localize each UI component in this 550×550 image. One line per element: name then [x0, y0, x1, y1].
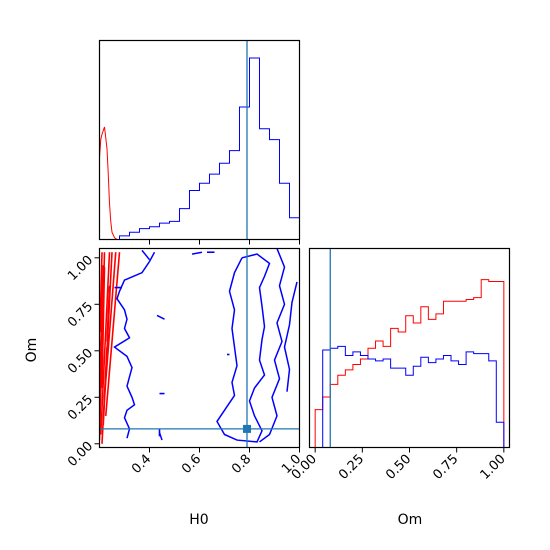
red-contour-line	[106, 285, 111, 342]
red-contour-line	[99, 265, 105, 333]
om-red-histogram	[314, 279, 505, 448]
blue-contour-segment	[156, 314, 165, 320]
h0-histogram-panel	[98, 39, 301, 245]
blue-contour-segment	[191, 251, 203, 255]
x-axis-label-h0: H0	[189, 512, 208, 528]
red-contour-line	[103, 252, 117, 398]
blue-contour-line	[259, 248, 286, 443]
blue-contour-line	[216, 253, 271, 443]
h0-om-contour-panel: 0.4 0.6 0.8 1.00.000.250.500.751.00 H0 Om	[24, 247, 304, 528]
h0-red-histogram	[99, 126, 120, 240]
x-axis-label-om: Om	[398, 512, 423, 528]
om-blue-histogram	[315, 345, 505, 448]
red-contour-line	[101, 267, 106, 389]
red-contour-line	[104, 252, 121, 416]
truth-marker	[243, 424, 251, 433]
red-contour-line	[99, 252, 111, 435]
y-axis-label-om: Om	[24, 338, 40, 363]
blue-contour-line	[113, 251, 156, 439]
h0-blue-histogram	[99, 57, 300, 240]
blue-contour-line	[283, 281, 298, 392]
blue-contour-segment	[141, 249, 151, 261]
